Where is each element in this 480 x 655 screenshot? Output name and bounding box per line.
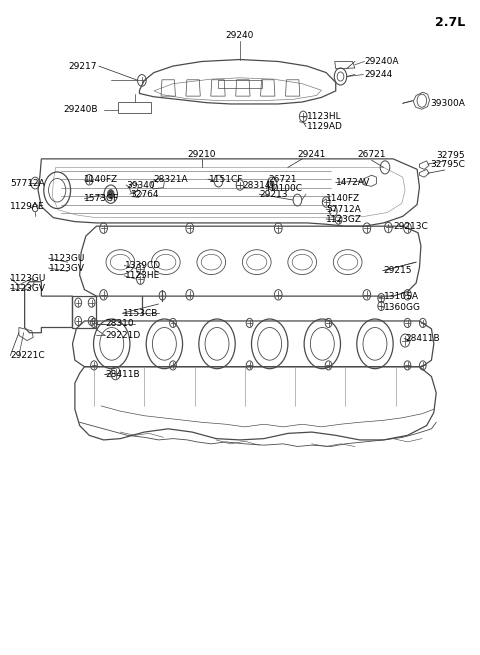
Text: 28321A: 28321A — [154, 175, 189, 183]
Text: 1123GU: 1123GU — [48, 253, 85, 263]
Text: 1123GZ: 1123GZ — [326, 214, 362, 223]
Text: 1310SA: 1310SA — [384, 292, 419, 301]
Text: 28314: 28314 — [242, 181, 271, 189]
Text: 29221C: 29221C — [10, 351, 45, 360]
Text: 1123HE: 1123HE — [125, 271, 160, 280]
Text: 1123GU: 1123GU — [10, 274, 47, 283]
Text: 57712A: 57712A — [326, 205, 361, 214]
Text: 26721: 26721 — [269, 175, 297, 183]
Text: 39300A: 39300A — [430, 99, 465, 108]
Text: 57712A: 57712A — [10, 179, 45, 188]
Text: 1129AD: 1129AD — [307, 122, 343, 132]
Text: 28411B: 28411B — [105, 370, 140, 379]
Text: 1153CB: 1153CB — [123, 309, 158, 318]
Circle shape — [108, 189, 114, 198]
Text: 32764: 32764 — [130, 190, 158, 198]
Text: 29244: 29244 — [364, 70, 393, 79]
Text: 32795C: 32795C — [430, 160, 465, 169]
Text: 29240B: 29240B — [63, 105, 97, 115]
Text: 39340: 39340 — [126, 181, 155, 189]
Text: 1140FZ: 1140FZ — [84, 176, 119, 184]
Text: 28310: 28310 — [105, 319, 133, 328]
Text: 1472AV: 1472AV — [336, 178, 370, 187]
Text: 1140FZ: 1140FZ — [326, 195, 360, 203]
Text: 29215: 29215 — [384, 266, 412, 275]
Text: 29241: 29241 — [298, 150, 326, 159]
Text: 1123GV: 1123GV — [10, 284, 46, 293]
Text: 1123HL: 1123HL — [307, 112, 342, 121]
Circle shape — [270, 181, 274, 186]
Text: 1360GG: 1360GG — [384, 303, 420, 312]
Text: 2.7L: 2.7L — [435, 16, 465, 29]
Text: 1573GF: 1573GF — [84, 195, 120, 203]
Text: 1129AE: 1129AE — [10, 202, 45, 211]
Text: 29217: 29217 — [68, 62, 96, 71]
Text: 29210: 29210 — [188, 150, 216, 159]
Text: 29240A: 29240A — [364, 57, 399, 66]
Text: 1123GV: 1123GV — [48, 263, 84, 272]
Text: 1151CF: 1151CF — [209, 175, 243, 183]
Text: H0100C: H0100C — [266, 185, 302, 193]
Text: 32795: 32795 — [436, 151, 465, 160]
Text: 29213: 29213 — [259, 190, 288, 198]
Text: 1339CD: 1339CD — [125, 261, 161, 270]
Text: 29221D: 29221D — [105, 331, 140, 340]
Text: 29213C: 29213C — [393, 222, 428, 231]
Text: 28411B: 28411B — [405, 334, 440, 343]
Text: 29240: 29240 — [226, 31, 254, 40]
Text: 26721: 26721 — [358, 150, 386, 159]
